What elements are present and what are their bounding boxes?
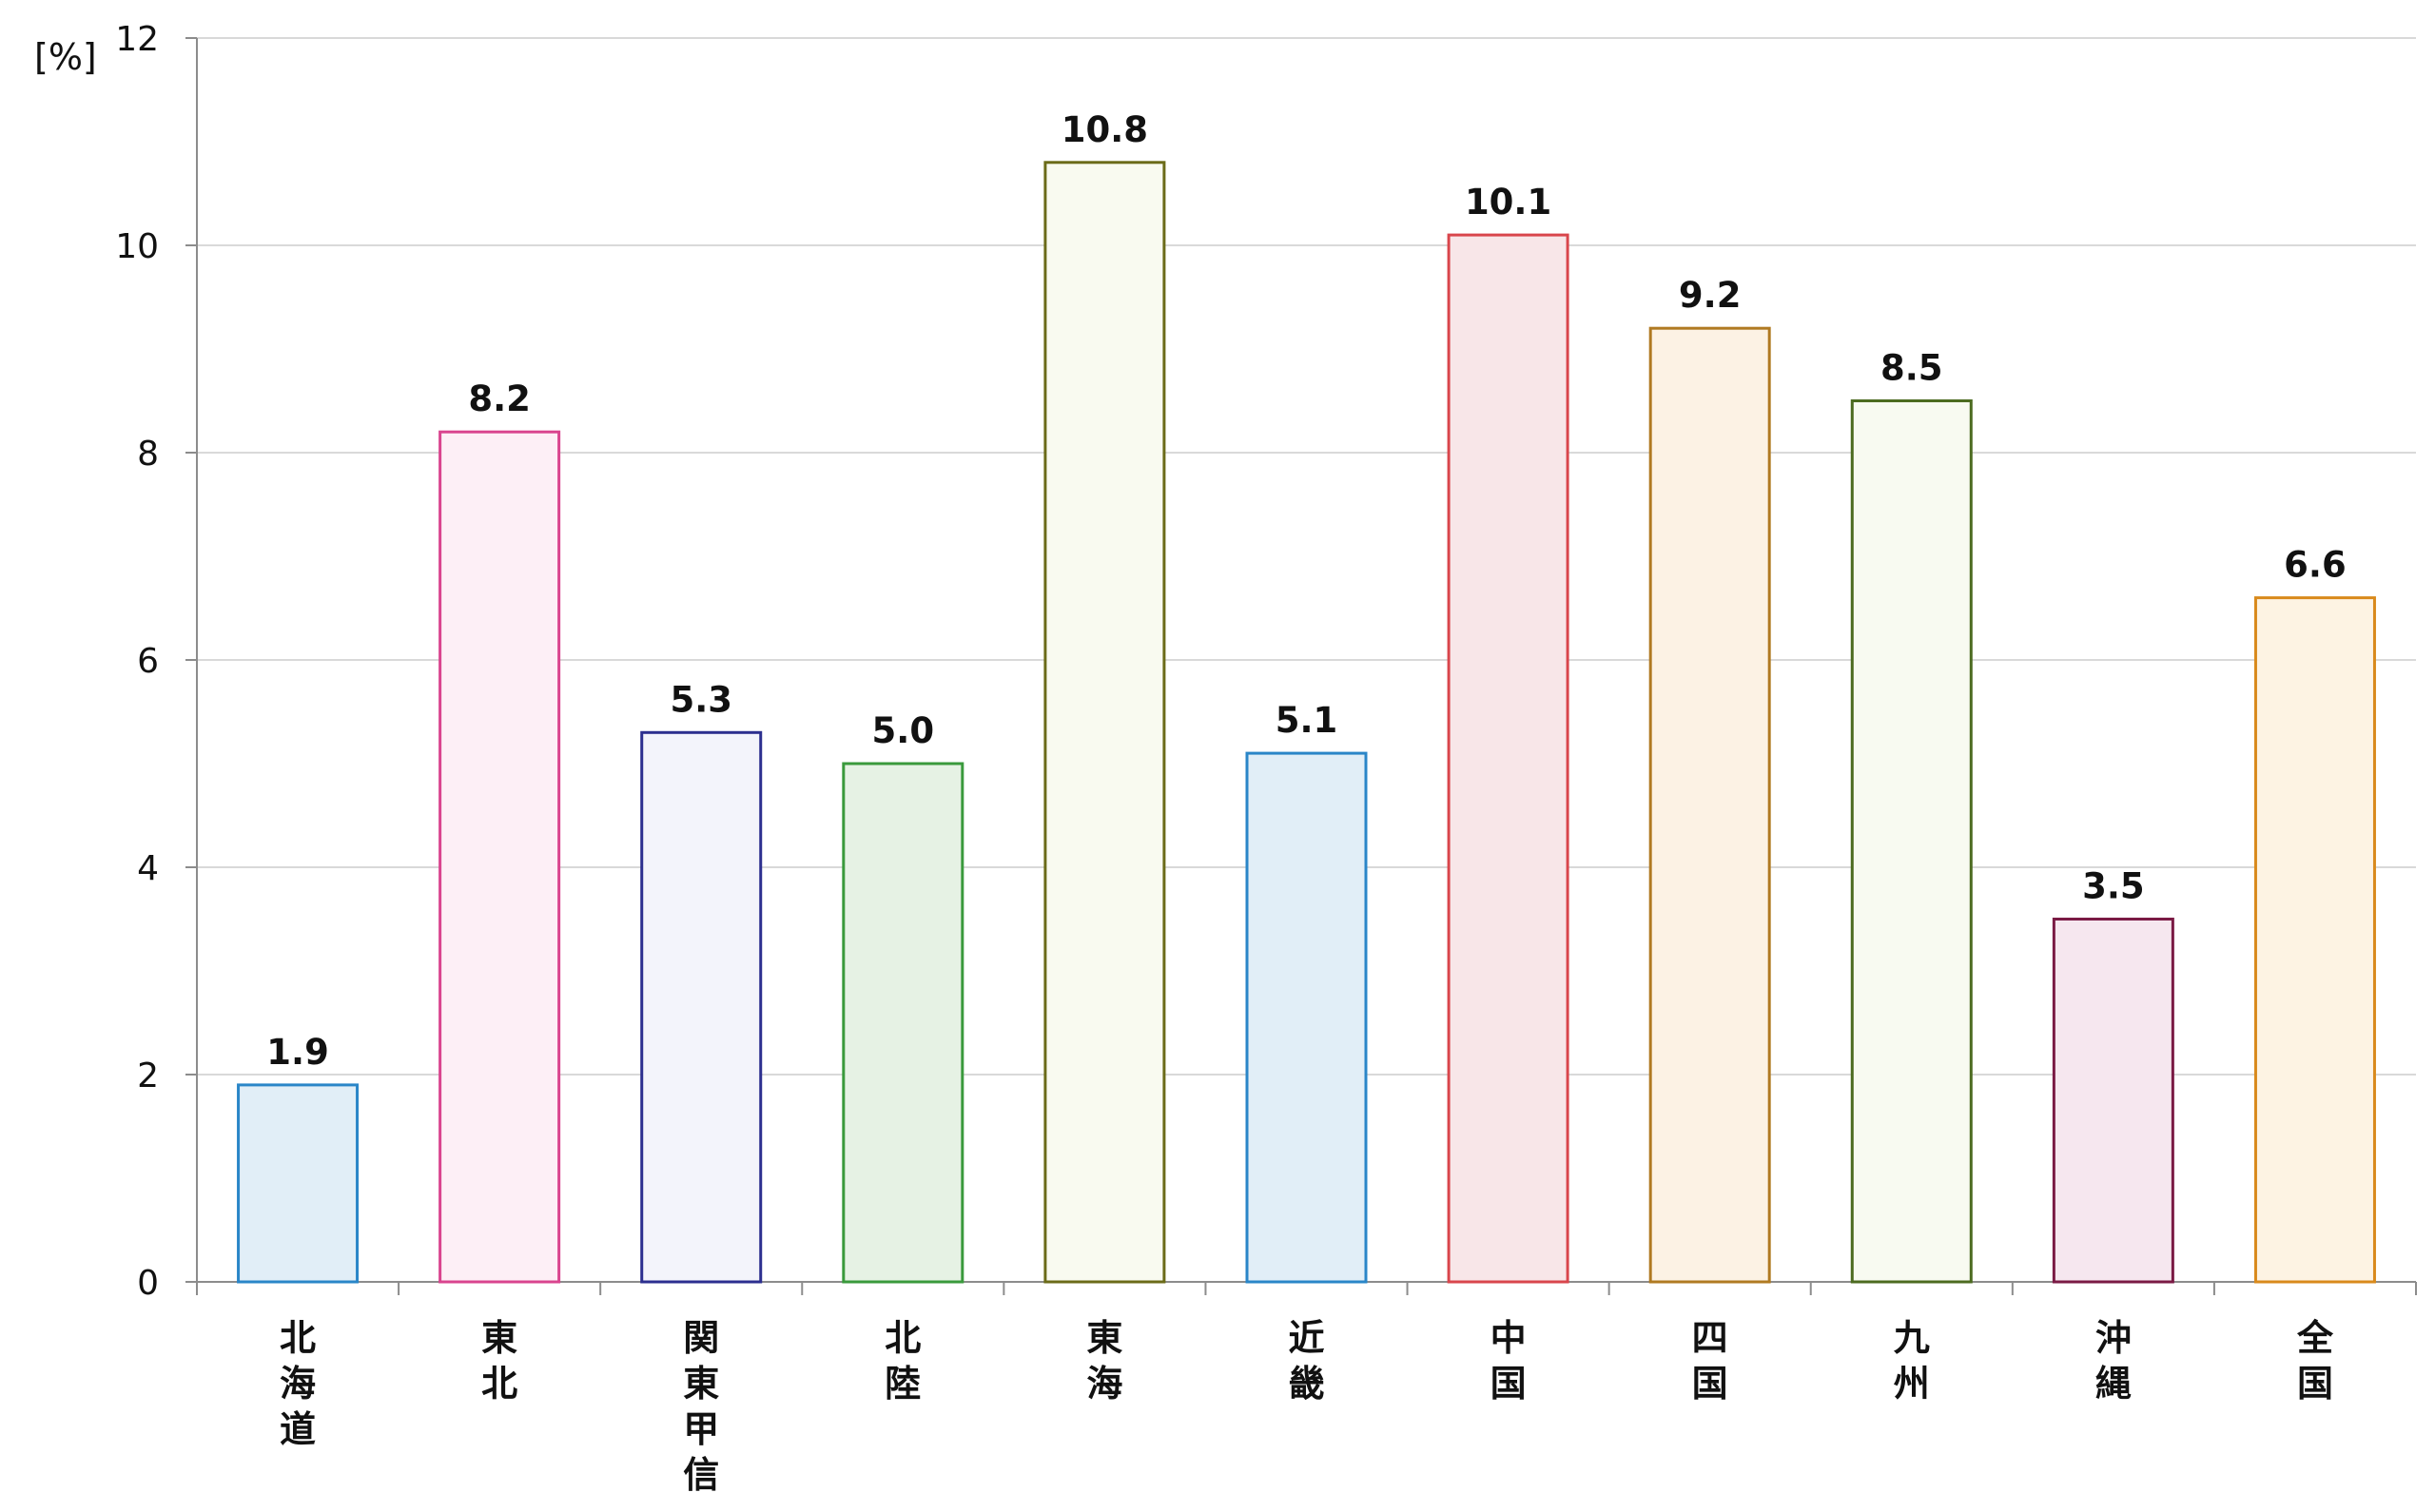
data-label: 6.6	[2284, 545, 2347, 586]
x-tick-label: 北陸	[885, 1317, 921, 1405]
data-label: 8.5	[1880, 348, 1943, 389]
data-label: 10.1	[1465, 182, 1551, 223]
bar	[2052, 918, 2174, 1284]
y-tick-label: 0	[137, 1264, 159, 1303]
x-tick-label: 沖縄	[2095, 1317, 2132, 1405]
data-label: 3.5	[2082, 866, 2145, 907]
y-tick-label: 6	[137, 642, 159, 681]
bar	[237, 1083, 360, 1284]
x-tick-label: 近畿	[1288, 1317, 1324, 1405]
bar	[1850, 399, 1973, 1284]
x-tick-label: 九州	[1894, 1317, 1930, 1405]
data-label: 5.1	[1276, 700, 1338, 741]
data-label: 5.0	[872, 710, 935, 751]
y-tick-label: 2	[137, 1056, 159, 1095]
y-tick-label: 8	[137, 435, 159, 474]
x-tick-label: 四国	[1692, 1317, 1728, 1405]
bar	[1648, 326, 1771, 1284]
x-tick-label: 東北	[481, 1317, 517, 1405]
x-tick-label: 東海	[1086, 1317, 1122, 1405]
bar	[640, 730, 763, 1284]
bar	[1043, 161, 1166, 1284]
bar	[1447, 233, 1569, 1284]
y-tick-label: 4	[137, 849, 159, 888]
data-label: 5.3	[670, 679, 732, 720]
bar	[1245, 751, 1368, 1284]
data-label: 9.2	[1679, 275, 1742, 316]
x-tick-label: 全国	[2296, 1317, 2334, 1405]
x-tick-label: 中国	[1490, 1317, 1527, 1405]
bar	[2253, 596, 2376, 1284]
x-tick-label: 北海道	[280, 1317, 316, 1450]
y-tick-label: 12	[115, 20, 159, 59]
data-label: 1.9	[266, 1032, 329, 1073]
data-label: 8.2	[468, 378, 531, 419]
bar	[438, 430, 561, 1284]
x-tick-label: 関東甲信	[683, 1317, 719, 1496]
bar	[842, 762, 964, 1284]
y-tick-label: 10	[115, 227, 159, 266]
data-label: 10.8	[1062, 109, 1148, 150]
y-axis-unit-label: [%]	[34, 36, 97, 78]
